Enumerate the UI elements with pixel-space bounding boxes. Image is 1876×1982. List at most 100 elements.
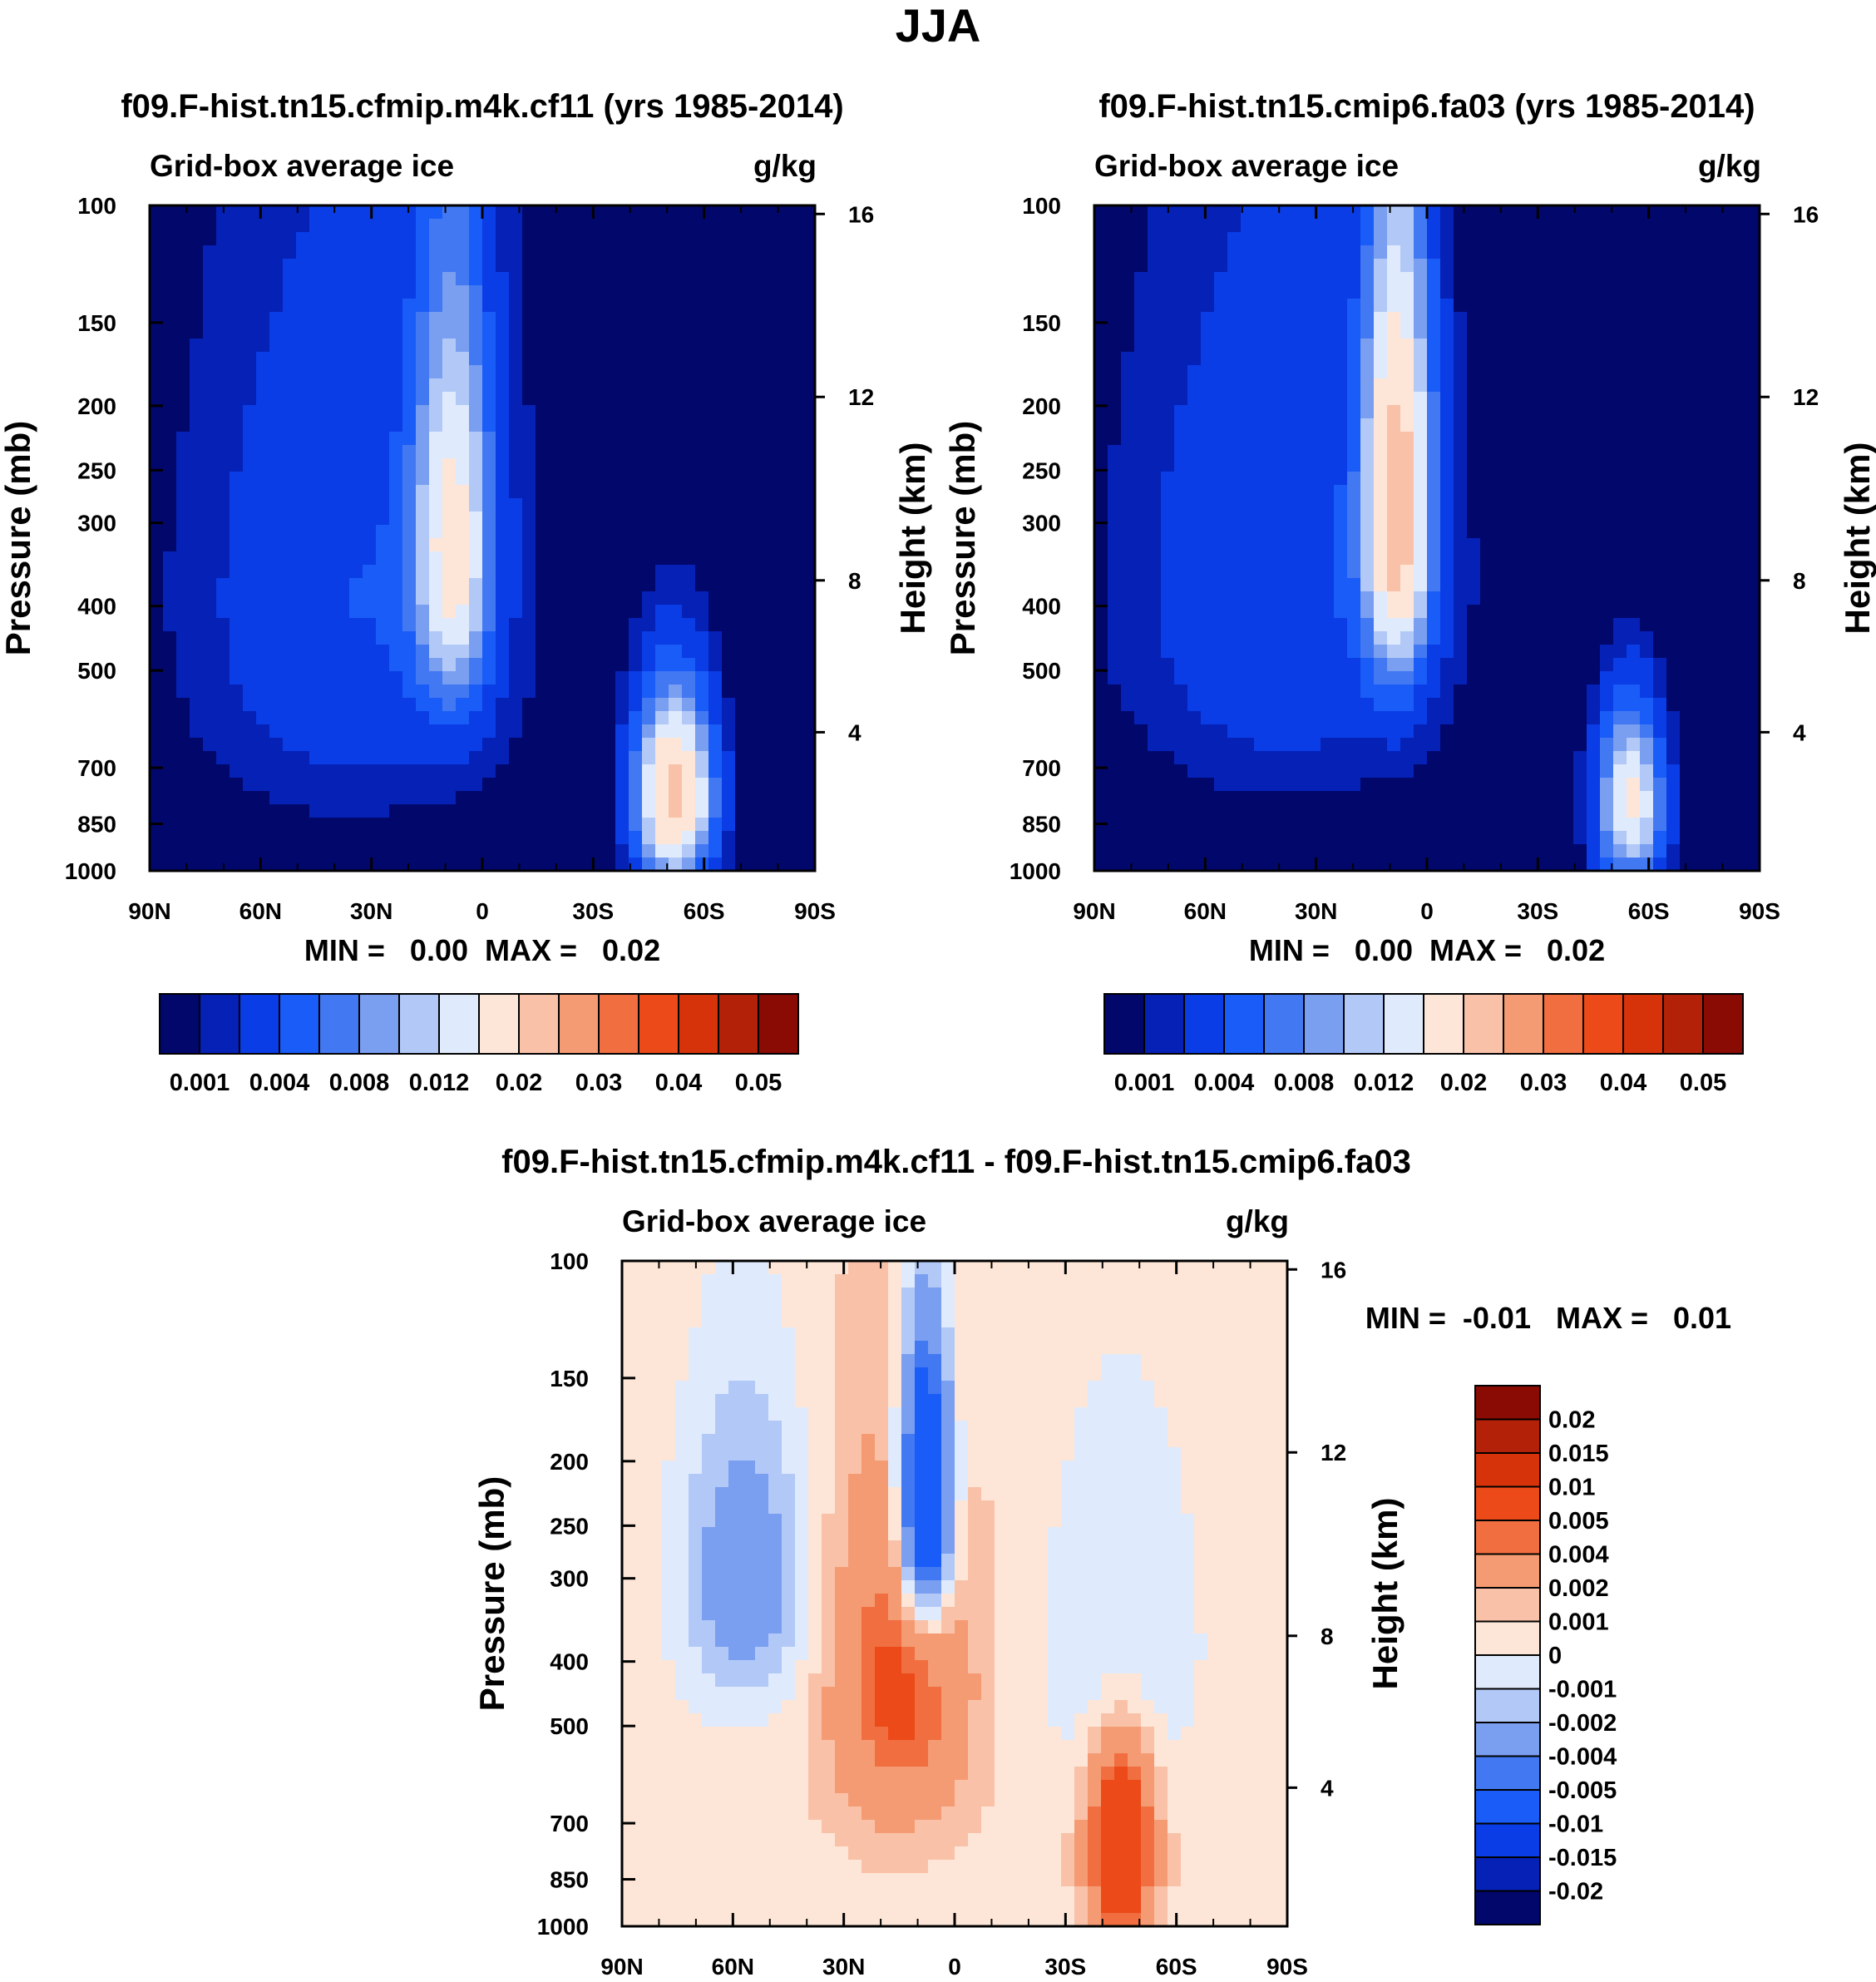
field-cell bbox=[1334, 685, 1348, 699]
field-cell bbox=[775, 711, 789, 725]
field-cell bbox=[269, 698, 284, 712]
field-cell bbox=[1706, 645, 1720, 659]
field-cell bbox=[243, 591, 257, 605]
field-cell bbox=[708, 858, 723, 872]
field-cell bbox=[203, 418, 217, 432]
field-cell bbox=[562, 538, 576, 552]
field-cell bbox=[176, 418, 190, 432]
field-cell bbox=[1161, 591, 1175, 605]
field-cell bbox=[309, 418, 323, 432]
field-cell bbox=[1267, 325, 1281, 339]
field-cell bbox=[1640, 299, 1654, 313]
field-cell bbox=[509, 472, 523, 486]
field-cell bbox=[150, 764, 164, 778]
field-cell bbox=[1507, 658, 1521, 672]
field-cell bbox=[1427, 392, 1441, 406]
field-cell bbox=[1600, 751, 1614, 765]
field-cell bbox=[1427, 485, 1441, 499]
field-cell bbox=[1227, 232, 1242, 246]
field-cell bbox=[1680, 631, 1694, 645]
field-cell bbox=[1134, 285, 1148, 299]
field-cell bbox=[522, 538, 536, 552]
field-cell bbox=[1573, 285, 1587, 299]
field-cell bbox=[1693, 445, 1707, 459]
field-cell bbox=[190, 858, 204, 872]
field-cell bbox=[1507, 512, 1521, 526]
field-cell bbox=[269, 498, 284, 512]
field-cell bbox=[1666, 804, 1681, 818]
field-cell bbox=[323, 831, 337, 845]
field-cell bbox=[309, 232, 323, 246]
field-cell bbox=[536, 512, 550, 526]
field-cell bbox=[442, 392, 457, 406]
field-cell bbox=[708, 671, 723, 685]
field-cell bbox=[1627, 272, 1641, 286]
field-cell bbox=[1281, 418, 1295, 432]
field-cell bbox=[1387, 272, 1401, 286]
field-cell bbox=[1520, 285, 1534, 299]
field-cell bbox=[1440, 312, 1454, 326]
field-cell bbox=[1321, 325, 1335, 339]
field-cell bbox=[1680, 445, 1694, 459]
field-cell bbox=[1440, 565, 1454, 579]
field-cell bbox=[1454, 472, 1468, 486]
field-cell bbox=[589, 232, 603, 246]
field-cell bbox=[1281, 724, 1295, 739]
field-cell bbox=[1254, 512, 1268, 526]
y-tick-label: 700 bbox=[77, 755, 116, 781]
field-cell bbox=[1161, 751, 1175, 765]
field-cell bbox=[1720, 472, 1734, 486]
field-cell bbox=[575, 591, 590, 605]
field-cell bbox=[243, 724, 257, 739]
field-cell bbox=[1387, 205, 1401, 220]
field-cell bbox=[416, 618, 430, 632]
field-cell bbox=[762, 764, 776, 778]
field-cell bbox=[1227, 259, 1242, 273]
field-cell bbox=[1706, 512, 1720, 526]
field-cell bbox=[256, 778, 270, 792]
field-cell bbox=[1214, 472, 1228, 486]
field-cell bbox=[1094, 245, 1108, 259]
field-cell bbox=[788, 418, 802, 432]
field-cell bbox=[1680, 685, 1694, 699]
field-cell bbox=[256, 245, 270, 259]
field-cell bbox=[1294, 219, 1308, 233]
field-cell bbox=[1201, 299, 1215, 313]
field-cell bbox=[1241, 778, 1255, 792]
field-cell bbox=[669, 392, 683, 406]
field-cell bbox=[269, 671, 284, 685]
field-cell bbox=[1347, 818, 1361, 832]
field-cell bbox=[695, 512, 709, 526]
field-cell bbox=[496, 378, 510, 393]
field-cell bbox=[1533, 299, 1548, 313]
field-cell bbox=[1241, 432, 1255, 446]
field-cell bbox=[695, 764, 709, 778]
panel-1-title: f09.F-hist.tn15.cfmip.m4k.cf11 (yrs 1985… bbox=[121, 88, 843, 125]
field-cell bbox=[1307, 219, 1321, 233]
field-cell bbox=[1281, 232, 1295, 246]
field-cell bbox=[1427, 458, 1441, 472]
field-cell bbox=[1148, 685, 1162, 699]
field-cell bbox=[1108, 778, 1122, 792]
field-cell bbox=[682, 698, 696, 712]
field-cell bbox=[748, 498, 763, 512]
field-cell bbox=[722, 432, 736, 446]
field-cell bbox=[589, 512, 603, 526]
field-cell bbox=[1520, 818, 1534, 832]
field-cell bbox=[1334, 219, 1348, 233]
field-cell bbox=[536, 418, 550, 432]
field-cell bbox=[216, 685, 230, 699]
field-cell bbox=[296, 618, 310, 632]
field-cell bbox=[1294, 405, 1308, 419]
field-cell bbox=[1693, 818, 1707, 832]
field-cell bbox=[1666, 618, 1681, 632]
field-cell bbox=[1108, 551, 1122, 566]
field-cell bbox=[1347, 232, 1361, 246]
field-cell bbox=[243, 818, 257, 832]
field-cell bbox=[509, 352, 523, 366]
field-cell bbox=[309, 405, 323, 419]
field-cell bbox=[642, 378, 656, 393]
field-cell bbox=[1427, 339, 1441, 353]
field-cell bbox=[562, 724, 576, 739]
field-cell bbox=[802, 685, 816, 699]
